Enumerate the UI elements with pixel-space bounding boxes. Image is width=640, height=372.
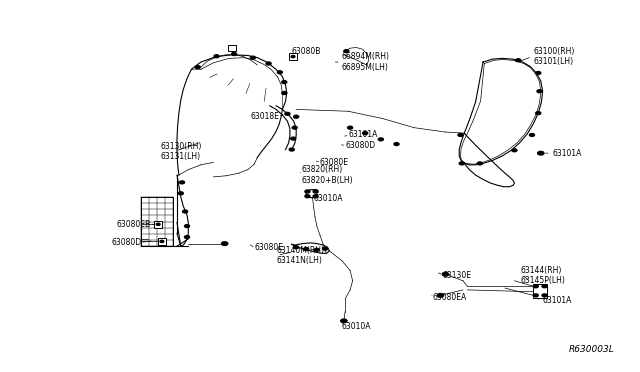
Circle shape <box>214 55 219 58</box>
Text: 63010A: 63010A <box>314 194 343 203</box>
Text: 63080E: 63080E <box>320 158 349 167</box>
Text: 63101A: 63101A <box>348 131 378 140</box>
Circle shape <box>221 242 228 246</box>
Circle shape <box>313 190 318 193</box>
Circle shape <box>542 294 547 297</box>
Circle shape <box>477 162 483 165</box>
Text: 63130(RH)
63131(LH): 63130(RH) 63131(LH) <box>160 142 202 161</box>
Circle shape <box>160 240 164 243</box>
Circle shape <box>182 210 188 213</box>
Text: 63080EB: 63080EB <box>116 220 150 229</box>
Bar <box>289 53 297 60</box>
Circle shape <box>437 294 444 297</box>
Circle shape <box>538 151 544 155</box>
Circle shape <box>394 142 399 145</box>
Text: 63080D: 63080D <box>345 141 375 150</box>
Circle shape <box>323 247 328 250</box>
Text: 63101A: 63101A <box>543 296 572 305</box>
Circle shape <box>340 319 347 323</box>
Text: 63018E: 63018E <box>250 112 279 121</box>
Circle shape <box>512 149 517 152</box>
Circle shape <box>305 195 310 198</box>
Circle shape <box>529 134 534 137</box>
Text: 66894M(RH)
66895M(LH): 66894M(RH) 66895M(LH) <box>342 52 390 72</box>
Circle shape <box>542 285 547 288</box>
Circle shape <box>304 248 308 250</box>
Bar <box>141 197 173 246</box>
Circle shape <box>282 92 287 94</box>
Circle shape <box>291 137 296 140</box>
Circle shape <box>442 272 449 276</box>
Circle shape <box>184 225 189 228</box>
Circle shape <box>344 49 349 52</box>
Text: 63101A: 63101A <box>552 149 581 158</box>
Circle shape <box>314 248 319 251</box>
Circle shape <box>537 90 542 93</box>
Circle shape <box>536 71 541 74</box>
Circle shape <box>289 148 294 151</box>
Circle shape <box>460 162 464 165</box>
Text: 63100(RH)
63101(LH): 63100(RH) 63101(LH) <box>533 47 575 66</box>
Text: 63080E: 63080E <box>254 244 283 253</box>
Circle shape <box>363 132 367 135</box>
Circle shape <box>184 235 189 238</box>
Text: 63820(RH)
63820+B(LH): 63820(RH) 63820+B(LH) <box>301 166 353 185</box>
Text: 63080D: 63080D <box>111 238 141 247</box>
Bar <box>228 45 236 51</box>
Bar <box>533 285 547 298</box>
Circle shape <box>292 126 297 129</box>
Circle shape <box>291 55 295 58</box>
Circle shape <box>232 52 237 55</box>
Circle shape <box>179 181 184 184</box>
Circle shape <box>533 294 538 297</box>
Circle shape <box>305 190 310 193</box>
Text: 63140M(RH)
63141N(LH): 63140M(RH) 63141N(LH) <box>276 246 324 265</box>
Circle shape <box>250 56 255 59</box>
Text: 63080EA: 63080EA <box>433 293 467 302</box>
Circle shape <box>294 115 299 118</box>
Circle shape <box>458 134 463 137</box>
Circle shape <box>533 285 538 288</box>
Circle shape <box>378 138 383 141</box>
Circle shape <box>156 223 160 225</box>
Text: 63080B: 63080B <box>292 46 321 55</box>
Bar <box>154 221 162 228</box>
Circle shape <box>313 195 318 198</box>
Circle shape <box>348 126 353 129</box>
Circle shape <box>282 81 287 84</box>
Circle shape <box>536 112 541 115</box>
Bar <box>158 238 166 245</box>
Text: 63130E: 63130E <box>442 271 471 280</box>
Text: 63010A: 63010A <box>342 322 371 331</box>
Circle shape <box>179 192 183 195</box>
Text: R630003L: R630003L <box>569 345 615 354</box>
Circle shape <box>195 66 200 68</box>
Circle shape <box>285 112 290 115</box>
Text: 63144(RH)
63145P(LH): 63144(RH) 63145P(LH) <box>521 266 566 285</box>
Circle shape <box>516 59 521 62</box>
Circle shape <box>277 71 282 74</box>
Circle shape <box>266 62 271 65</box>
Circle shape <box>294 246 299 249</box>
